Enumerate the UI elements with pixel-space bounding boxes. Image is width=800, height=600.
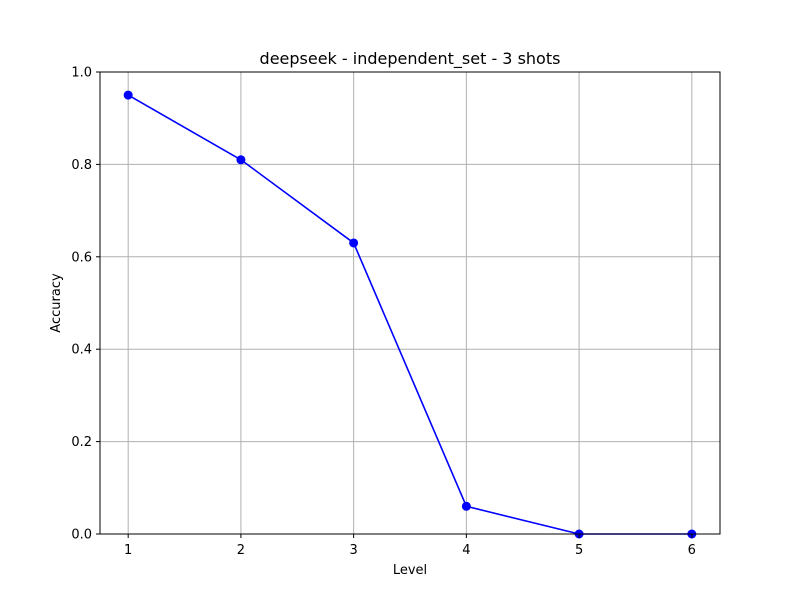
y-tick-label: 0.6	[71, 250, 92, 265]
y-tick-label: 0.2	[71, 435, 92, 450]
data-point	[461, 501, 471, 511]
y-tick-label: 1.0	[71, 66, 92, 81]
y-axis-ticks: 0.0 0.2 0.4 0.6 0.8 1.0	[71, 66, 100, 543]
y-axis-title: Accuracy	[49, 273, 64, 333]
x-axis-ticks: 1 2 3 4 5 6	[124, 534, 696, 558]
chart-title: deepseek - independent_set - 3 shots	[260, 49, 561, 69]
y-tick-label: 0.8	[71, 158, 92, 173]
x-tick-label: 1	[124, 543, 132, 558]
x-tick-label: 3	[349, 543, 357, 558]
x-tick-label: 5	[575, 543, 583, 558]
x-tick-label: 6	[688, 543, 696, 558]
x-tick-label: 2	[237, 543, 245, 558]
y-tick-label: 0.4	[71, 343, 92, 358]
plot-frame	[99, 71, 721, 535]
data-point	[349, 238, 359, 248]
x-axis-title: Level	[393, 563, 427, 578]
y-tick-label: 0.0	[71, 528, 92, 543]
x-tick-label: 4	[462, 543, 470, 558]
data-point	[123, 90, 133, 100]
data-point	[236, 155, 246, 165]
